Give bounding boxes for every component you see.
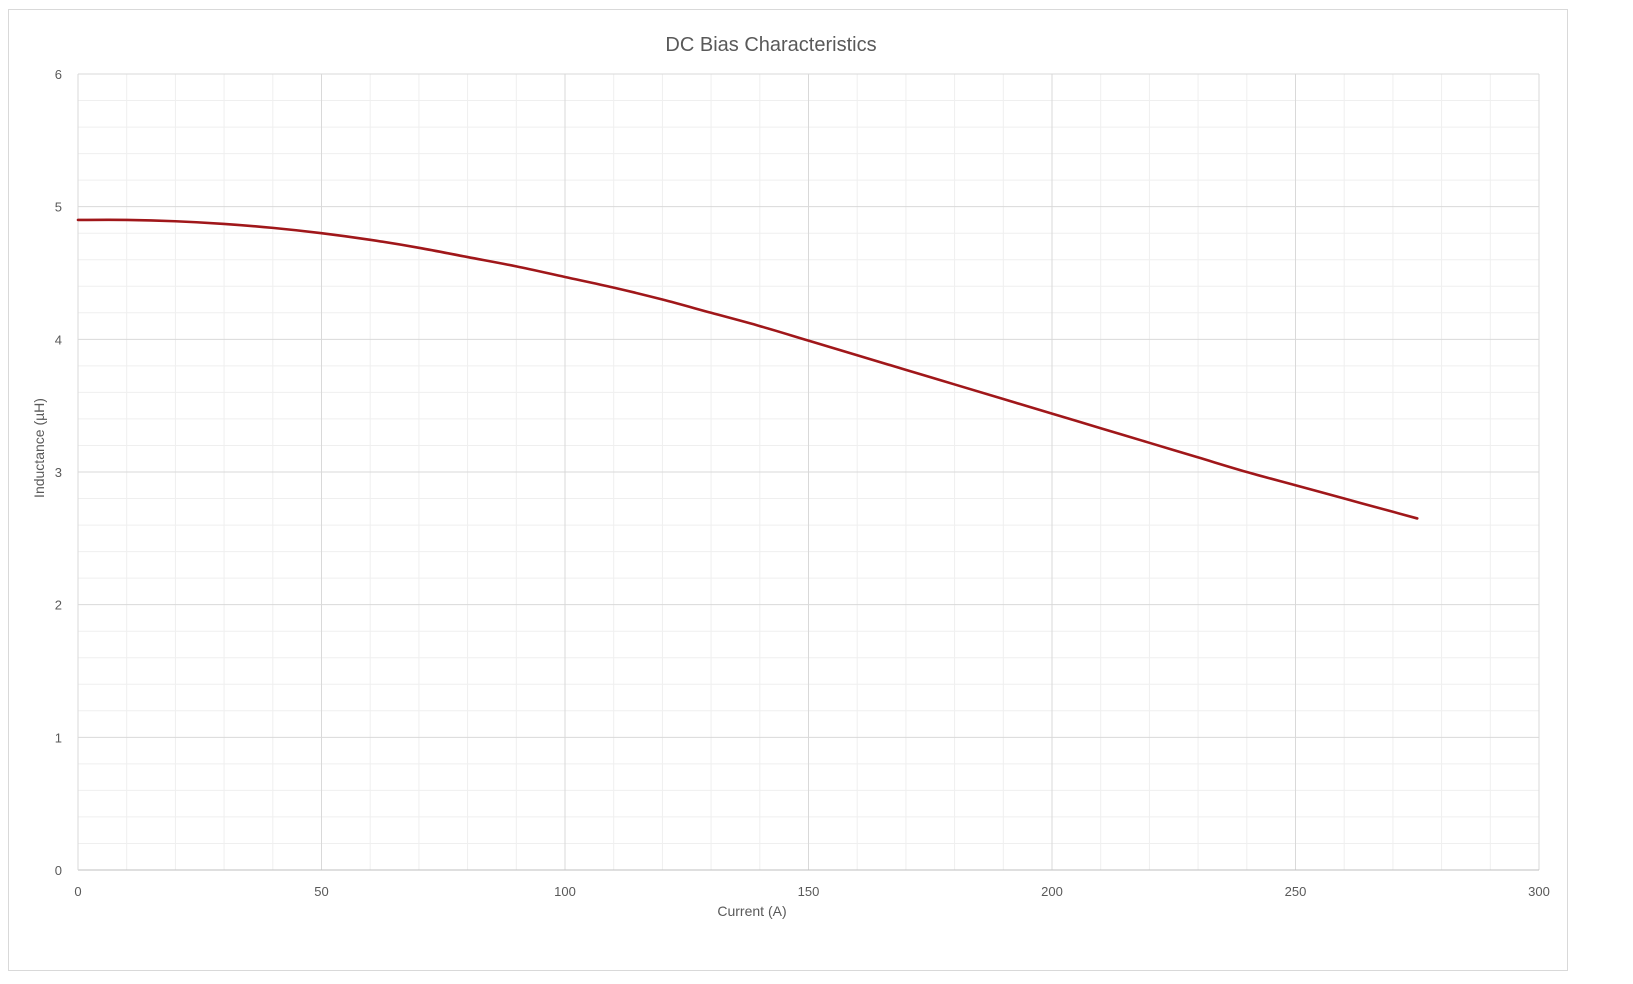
y-tick-labels: 0 1 2 3 4 5 6 [55, 67, 62, 878]
y-tick-label: 1 [55, 730, 62, 745]
x-axis-label: Current (A) [717, 903, 786, 919]
x-tick-label: 0 [74, 884, 81, 899]
x-tick-label: 300 [1528, 884, 1550, 899]
series-layer [76, 218, 1419, 520]
x-tick-label: 150 [798, 884, 820, 899]
y-tick-label: 0 [55, 863, 62, 878]
y-tick-label: 2 [55, 598, 62, 613]
x-tick-label: 250 [1285, 884, 1307, 899]
y-axis-label: Inductance (µH) [31, 398, 47, 498]
y-tick-label: 6 [55, 67, 62, 82]
y-tick-label: 5 [55, 200, 62, 215]
chart-title: DC Bias Characteristics [665, 34, 876, 56]
series-line-0 [76, 218, 1419, 520]
y-tick-label: 3 [55, 465, 62, 480]
x-tick-label: 200 [1041, 884, 1063, 899]
y-tick-label: 4 [55, 332, 62, 347]
x-tick-label: 100 [554, 884, 576, 899]
major-grid [77, 73, 1540, 871]
axes [77, 74, 1539, 871]
x-tick-label: 50 [314, 884, 328, 899]
x-tick-labels: 0 50 100 150 200 250 300 [74, 884, 1549, 899]
